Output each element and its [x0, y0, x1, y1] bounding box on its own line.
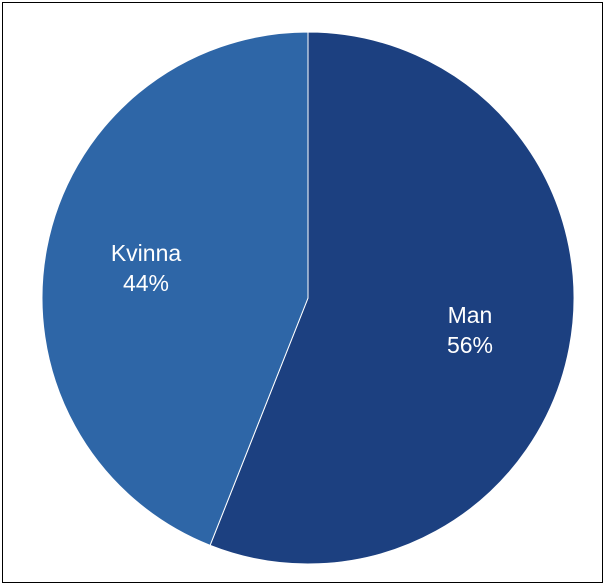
- slice-value-man: 56%: [447, 332, 493, 358]
- pie-slice-kvinna: [41, 31, 309, 546]
- slice-value-kvinna: 44%: [123, 270, 169, 296]
- pie-labels: Man 56% Kvinna 44%: [111, 240, 493, 358]
- slice-label-man: Man: [448, 302, 493, 328]
- slice-label-kvinna: Kvinna: [111, 240, 182, 266]
- pie-slices: [41, 31, 575, 565]
- pie-slice-man: [209, 31, 575, 565]
